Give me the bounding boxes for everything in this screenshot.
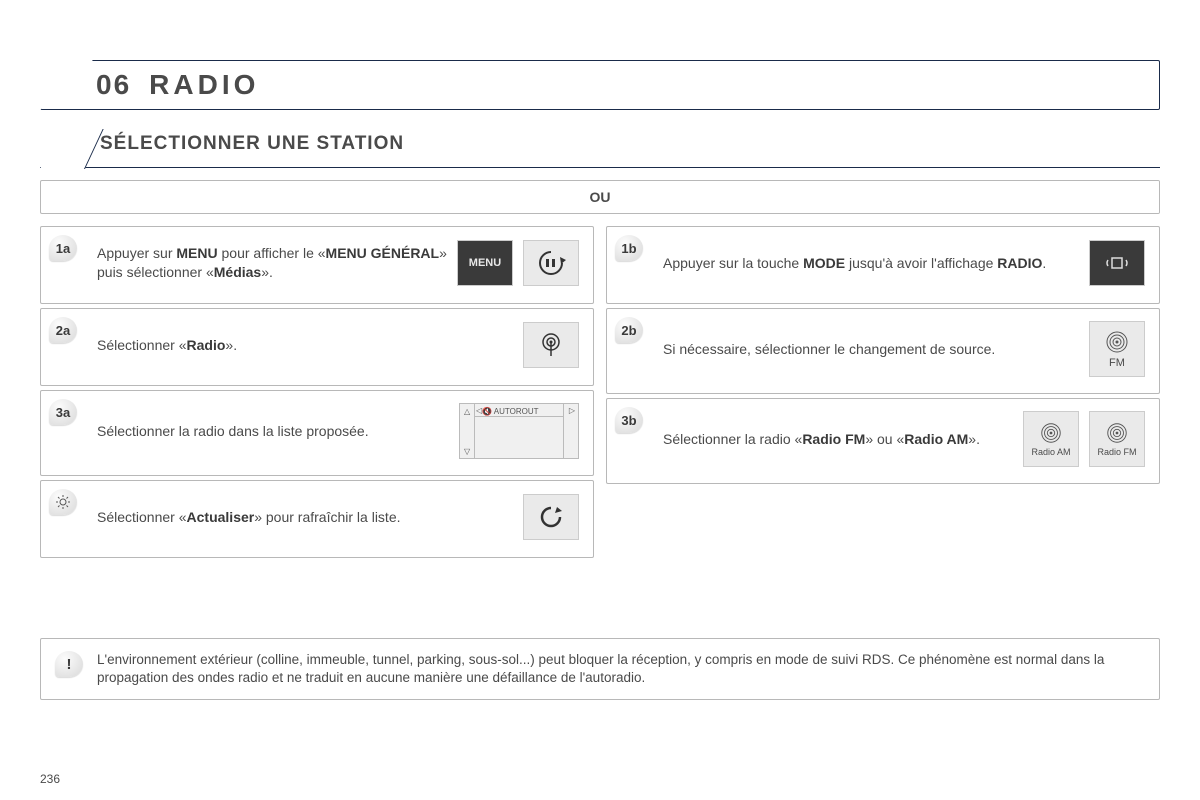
info-icon: ! <box>55 651 83 677</box>
media-rotate-icon <box>523 240 579 286</box>
step-columns: 1a Appuyer sur MENU pour afficher le «ME… <box>40 226 1160 558</box>
step-text: Sélectionner la radio «Radio FM» ou «Rad… <box>621 430 1023 449</box>
step-badge: 2a <box>49 317 77 343</box>
separator-bar: OU <box>40 180 1160 214</box>
left-column: 1a Appuyer sur MENU pour afficher le «ME… <box>40 226 594 558</box>
step-3a: 3a Sélectionner la radio dans la liste p… <box>40 390 594 476</box>
section-number: 06 <box>96 69 131 101</box>
step-badge: 2b <box>615 317 643 343</box>
sun-icon <box>49 489 77 515</box>
note-box: ! L'environnement extérieur (colline, im… <box>40 638 1160 700</box>
radio-fm-icon: Radio FM <box>1089 411 1145 467</box>
section-title-bar: 06 RADIO <box>40 60 1160 110</box>
step-badge: 1a <box>49 235 77 261</box>
step-text: Appuyer sur la touche MODE jusqu'à avoir… <box>621 254 1089 273</box>
step-text: Sélectionner la radio dans la liste prop… <box>55 422 459 441</box>
step-badge: 3b <box>615 407 643 433</box>
step-badge: 3a <box>49 399 77 425</box>
step-text: Sélectionner «Radio». <box>55 336 523 355</box>
mode-button-icon <box>1089 240 1145 286</box>
menu-button-icon: MENU <box>457 240 513 286</box>
subtitle-text: SÉLECTIONNER UNE STATION <box>100 133 404 155</box>
step-1b: 1b Appuyer sur la touche MODE jusqu'à av… <box>606 226 1160 304</box>
step-3b: 3b Sélectionner la radio «Radio FM» ou «… <box>606 398 1160 484</box>
page-number: 236 <box>40 772 60 786</box>
radio-antenna-icon <box>523 322 579 368</box>
step-text: Sélectionner «Actualiser» pour rafraîchi… <box>55 508 523 527</box>
section-title: RADIO <box>149 69 259 101</box>
fm-source-icon: FM <box>1089 321 1145 377</box>
step-badge: 1b <box>615 235 643 261</box>
note-text: L'environnement extérieur (colline, imme… <box>97 651 1145 687</box>
step-1a: 1a Appuyer sur MENU pour afficher le «ME… <box>40 226 594 304</box>
step-refresh: Sélectionner «Actualiser» pour rafraîchi… <box>40 480 594 558</box>
list-screen-icon: △▽ ◁ ▷ 🔇 AUTOROUT <box>459 403 579 459</box>
radio-am-icon: Radio AM <box>1023 411 1079 467</box>
right-column: 1b Appuyer sur la touche MODE jusqu'à av… <box>606 226 1160 558</box>
step-text: Si nécessaire, sélectionner le changemen… <box>621 340 1089 359</box>
step-2a: 2a Sélectionner «Radio». <box>40 308 594 386</box>
step-2b: 2b Si nécessaire, sélectionner le change… <box>606 308 1160 394</box>
refresh-icon <box>523 494 579 540</box>
separator-label: OU <box>590 189 611 205</box>
step-text: Appuyer sur MENU pour afficher le «MENU … <box>55 244 457 282</box>
subtitle-bar: SÉLECTIONNER UNE STATION <box>40 128 1160 168</box>
